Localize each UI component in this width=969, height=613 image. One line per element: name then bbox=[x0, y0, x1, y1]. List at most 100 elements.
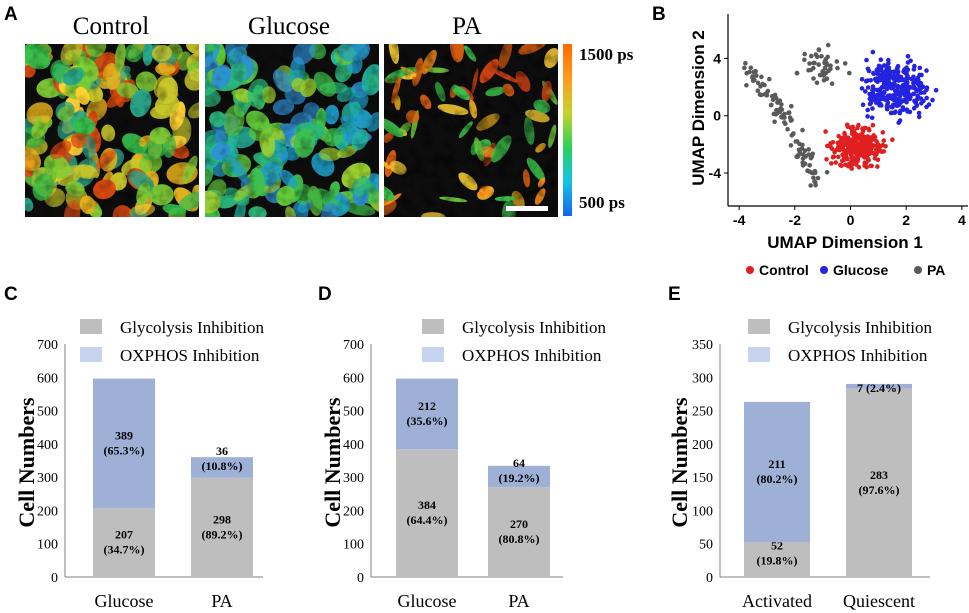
umap-point-control bbox=[855, 158, 860, 164]
umap-point-control bbox=[880, 130, 886, 135]
bar-data-label: 384 (64.4%) bbox=[407, 498, 448, 527]
category-label-glucose: Glucose bbox=[95, 591, 154, 611]
umap-point-control bbox=[823, 129, 828, 134]
umap-point-control bbox=[845, 156, 850, 161]
umap-legend-label-pa: PA bbox=[927, 262, 945, 278]
umap-point-glucose bbox=[897, 89, 903, 95]
umap-point-glucose bbox=[884, 106, 890, 112]
y-tick-label: 300 bbox=[37, 471, 58, 486]
y-tick-label: 0 bbox=[706, 571, 713, 586]
umap-point-glucose bbox=[876, 100, 882, 106]
y-tick-label: 200 bbox=[343, 504, 364, 519]
umap-point-control bbox=[868, 146, 873, 151]
umap-point-glucose bbox=[905, 54, 911, 59]
umap-point-glucose bbox=[894, 83, 900, 89]
umap-point-glucose bbox=[904, 107, 910, 112]
umap-point-pa bbox=[806, 147, 811, 152]
lifetime-colorbar bbox=[563, 44, 572, 216]
umap-point-pa bbox=[774, 107, 779, 113]
umap-point-pa bbox=[823, 56, 829, 62]
umap-point-glucose bbox=[890, 93, 896, 98]
bar-data-label: 211 (80.2%) bbox=[757, 457, 798, 486]
umap-point-pa bbox=[789, 103, 794, 109]
umap-point-control bbox=[858, 132, 864, 137]
umap-point-glucose bbox=[868, 100, 874, 106]
umap-point-glucose bbox=[866, 68, 872, 74]
bar-data-label: 207 (34.7%) bbox=[104, 528, 145, 557]
umap-point-glucose bbox=[914, 102, 919, 108]
umap-point-pa bbox=[789, 133, 795, 138]
umap-x-tick-label: -2 bbox=[789, 212, 802, 228]
umap-point-control bbox=[836, 154, 841, 160]
umap-point-pa bbox=[822, 65, 828, 71]
umap-point-glucose bbox=[867, 91, 872, 97]
bar-segment-glycolysis-glucose bbox=[93, 508, 155, 577]
umap-point-control bbox=[829, 146, 835, 151]
umap-point-control bbox=[866, 157, 871, 162]
umap-point-glucose bbox=[911, 105, 917, 111]
umap-point-glucose bbox=[867, 96, 873, 102]
umap-point-control bbox=[890, 137, 895, 142]
umap-point-glucose bbox=[878, 68, 884, 73]
umap-point-pa bbox=[743, 60, 748, 66]
umap-point-glucose bbox=[908, 92, 913, 98]
umap-point-control bbox=[832, 149, 837, 155]
umap-point-control bbox=[840, 158, 845, 164]
umap-point-pa bbox=[816, 47, 822, 53]
y-tick-label: 350 bbox=[692, 338, 713, 353]
y-tick-label: 400 bbox=[343, 438, 364, 453]
panel-letter-e: E bbox=[668, 284, 681, 305]
umap-point-pa bbox=[786, 110, 792, 115]
umap-point-pa bbox=[805, 168, 810, 173]
umap-point-control bbox=[870, 122, 876, 128]
umap-point-control bbox=[844, 139, 850, 144]
scale-bar bbox=[506, 206, 548, 211]
umap-legend-label-glucose: Glucose bbox=[833, 262, 888, 278]
umap-point-control bbox=[838, 140, 844, 146]
umap-point-pa bbox=[757, 92, 763, 97]
legend-swatch-glycolysis bbox=[422, 319, 444, 334]
umap-point-pa bbox=[815, 175, 821, 181]
umap-point-pa bbox=[772, 92, 778, 98]
umap-point-glucose bbox=[908, 58, 913, 64]
umap-y-axis-label: UMAP Dimension 2 bbox=[689, 30, 708, 186]
umap-x-tick-label: 2 bbox=[902, 212, 910, 228]
colorbar-min-label: 500 ps bbox=[579, 193, 625, 212]
umap-point-pa bbox=[806, 68, 811, 73]
umap-point-control bbox=[846, 161, 852, 167]
umap-point-pa bbox=[824, 169, 830, 175]
umap-point-pa bbox=[785, 126, 790, 132]
y-tick-label: 100 bbox=[37, 538, 58, 553]
umap-point-glucose bbox=[868, 78, 873, 83]
umap-point-glucose bbox=[916, 114, 922, 120]
umap-point-pa bbox=[816, 62, 821, 67]
umap-point-glucose bbox=[912, 63, 917, 69]
y-tick-label: 250 bbox=[692, 405, 713, 420]
category-label-pa: PA bbox=[211, 591, 232, 611]
umap-point-glucose bbox=[874, 67, 880, 73]
umap-point-glucose bbox=[907, 84, 913, 90]
umap-point-glucose bbox=[916, 110, 922, 116]
umap-point-pa bbox=[773, 112, 779, 117]
legend-label-glycolysis: Glycolysis Inhibition bbox=[120, 318, 265, 337]
umap-point-glucose bbox=[920, 84, 926, 89]
umap-point-glucose bbox=[915, 96, 920, 102]
umap-point-control bbox=[853, 143, 859, 149]
bar-data-label: 7 (2.4%) bbox=[857, 381, 901, 395]
umap-point-glucose bbox=[870, 49, 876, 55]
umap-point-control bbox=[875, 164, 880, 169]
umap-point-pa bbox=[820, 69, 825, 74]
umap-point-control bbox=[839, 136, 844, 141]
umap-point-glucose bbox=[877, 87, 883, 92]
y-tick-label: 300 bbox=[692, 371, 713, 386]
umap-point-glucose bbox=[865, 85, 871, 90]
umap-point-glucose bbox=[880, 95, 885, 100]
umap-point-pa bbox=[742, 65, 747, 71]
umap-point-pa bbox=[812, 168, 818, 174]
umap-point-glucose bbox=[865, 114, 870, 119]
umap-point-glucose bbox=[900, 82, 906, 88]
umap-point-pa bbox=[782, 111, 787, 117]
y-tick-label: 600 bbox=[343, 371, 364, 386]
umap-point-glucose bbox=[892, 88, 898, 93]
